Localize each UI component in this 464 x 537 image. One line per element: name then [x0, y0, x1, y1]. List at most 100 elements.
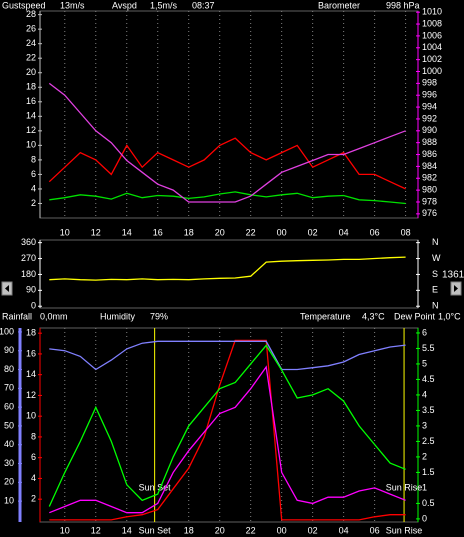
y2-tick-label: 0.5: [422, 498, 435, 508]
y2-tick-label: 978: [422, 196, 437, 206]
y2-tick-label: 1000: [422, 66, 442, 76]
series-line: [49, 191, 406, 205]
y-tick-label: 0: [31, 301, 36, 311]
x-tick-label: 20: [215, 227, 225, 237]
y-tick-label: 4: [31, 183, 36, 193]
y-tick-label: 10: [26, 140, 36, 150]
y2-tick-label: 988: [422, 137, 437, 147]
y-tick-label: 16: [26, 348, 36, 358]
y2-tick-label: N: [432, 301, 439, 311]
y2-tick-label: 3.5: [422, 405, 435, 415]
y3-tick-label: 30: [4, 458, 14, 468]
event-label: Sun Set: [139, 482, 172, 492]
event-label: Sun Rise: [386, 482, 423, 492]
y3-tick-label: 70: [4, 383, 14, 393]
y2-tick-label: 1: [422, 482, 427, 492]
y-tick-label: 16: [26, 96, 36, 106]
series-line: [48, 137, 406, 190]
plot-frame: [39, 239, 419, 309]
counter: 1361: [442, 270, 464, 281]
y2-tick-label: 1002: [422, 54, 442, 64]
x-tick-label: Sun Rise: [386, 525, 423, 535]
y2-tick-label: 2: [422, 451, 427, 461]
legend-name: Dew Point: [394, 311, 436, 321]
y2-tick-label: E: [432, 285, 438, 295]
y2-tick-label: 982: [422, 173, 437, 183]
y-tick-label: 26: [26, 24, 36, 34]
y-tick-label: 10: [26, 411, 36, 421]
series-line: [49, 339, 406, 521]
y2-tick-label: 4: [422, 389, 427, 399]
next-button[interactable]: [450, 281, 462, 296]
y2-tick-label: 4.5: [422, 374, 435, 384]
y-tick-label: 90: [26, 285, 36, 295]
y2-tick-label: 1010: [422, 7, 442, 17]
y-tick-label: 18: [26, 328, 36, 338]
y-tick-label: 24: [26, 38, 36, 48]
legend-name: Gustspeed: [2, 0, 46, 10]
legend-name: Rainfall: [2, 311, 32, 321]
legend-name: Temperature: [300, 311, 351, 321]
arrow-left: [5, 285, 9, 292]
y2-tick-label: 1004: [422, 42, 442, 52]
y2-tick-label: 5: [422, 358, 427, 368]
y2-tick-label: 980: [422, 184, 437, 194]
prev-button[interactable]: [1, 281, 13, 296]
legend-value: 1,0°C: [438, 311, 461, 321]
series-line: [49, 365, 406, 514]
y2-tick-label: S: [432, 269, 438, 279]
series-line: [49, 340, 406, 371]
y3-tick-label: 60: [4, 402, 14, 412]
y-tick-label: 8: [31, 431, 36, 441]
x-tick-label: 18: [184, 227, 194, 237]
y-tick-label: 6: [31, 452, 36, 462]
y-tick-label: 18: [26, 82, 36, 92]
x-tick-label: 16: [153, 227, 163, 237]
y-tick-label: 6: [31, 169, 36, 179]
y2-tick-label: 986: [422, 149, 437, 159]
x-tick-label: 02: [308, 227, 318, 237]
y-tick-label: 14: [26, 369, 36, 379]
x-tick-label: 20: [215, 525, 225, 535]
x-tick-label: 14: [122, 227, 132, 237]
y-tick-label: 8: [31, 154, 36, 164]
x-tick-label: 18: [184, 525, 194, 535]
y-tick-label: 20: [26, 67, 36, 77]
y2-tick-label: 996: [422, 90, 437, 100]
legend-value: 998 hPa: [386, 0, 420, 10]
y-tick-label: 12: [26, 390, 36, 400]
x-tick-label: 06: [370, 227, 380, 237]
y2-tick-label: 0: [422, 513, 427, 523]
x-tick-label: 10: [60, 227, 70, 237]
series-line: [48, 82, 406, 203]
y2-tick-label: 1.5: [422, 467, 435, 477]
x-tick-label: 08: [401, 227, 411, 237]
y2-tick-label: 2.5: [422, 436, 435, 446]
y2-tick-label: 984: [422, 161, 437, 171]
x-tick-label: 02: [308, 525, 318, 535]
y-tick-label: 180: [21, 269, 36, 279]
y2-tick-label: 3: [422, 420, 427, 430]
y-tick-label: 2: [31, 494, 36, 504]
legend-value: 13m/s: [60, 0, 85, 10]
x-tick-label: Sun Set: [139, 525, 172, 535]
legend-value: 1,5m/s: [150, 0, 178, 10]
x-tick-label: 14: [122, 525, 132, 535]
y2-tick-label: 990: [422, 125, 437, 135]
y2-tick-label: 1006: [422, 30, 442, 40]
y3-tick-label: 80: [4, 364, 14, 374]
y3-tick-label: 90: [4, 345, 14, 355]
x-tick-label: 06: [370, 525, 380, 535]
y2-tick-label: 992: [422, 113, 437, 123]
y2-tick-label: 5.5: [422, 343, 435, 353]
y-tick-label: 2: [31, 198, 36, 208]
y-tick-label: 4: [31, 473, 36, 483]
x-tick-label: 00: [277, 227, 287, 237]
y2-tick-label: 976: [422, 208, 437, 218]
x-tick-label: 04: [339, 227, 349, 237]
y3-tick-label: 20: [4, 477, 14, 487]
x-tick-label: 22: [246, 525, 256, 535]
y-tick-label: 360: [21, 237, 36, 247]
legend-value: 4,3°C: [362, 311, 385, 321]
